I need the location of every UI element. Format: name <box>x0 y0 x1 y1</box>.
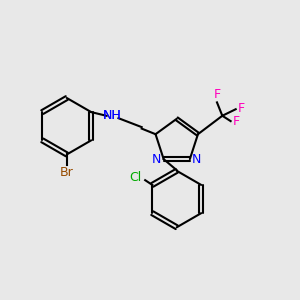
Text: N: N <box>192 153 202 166</box>
Text: N: N <box>152 153 161 166</box>
Text: Br: Br <box>60 166 74 179</box>
Text: F: F <box>238 102 245 115</box>
Text: Cl: Cl <box>129 171 141 184</box>
Text: F: F <box>233 115 240 128</box>
Text: NH: NH <box>103 109 121 122</box>
Text: F: F <box>213 88 220 100</box>
Text: NH: NH <box>103 109 121 122</box>
